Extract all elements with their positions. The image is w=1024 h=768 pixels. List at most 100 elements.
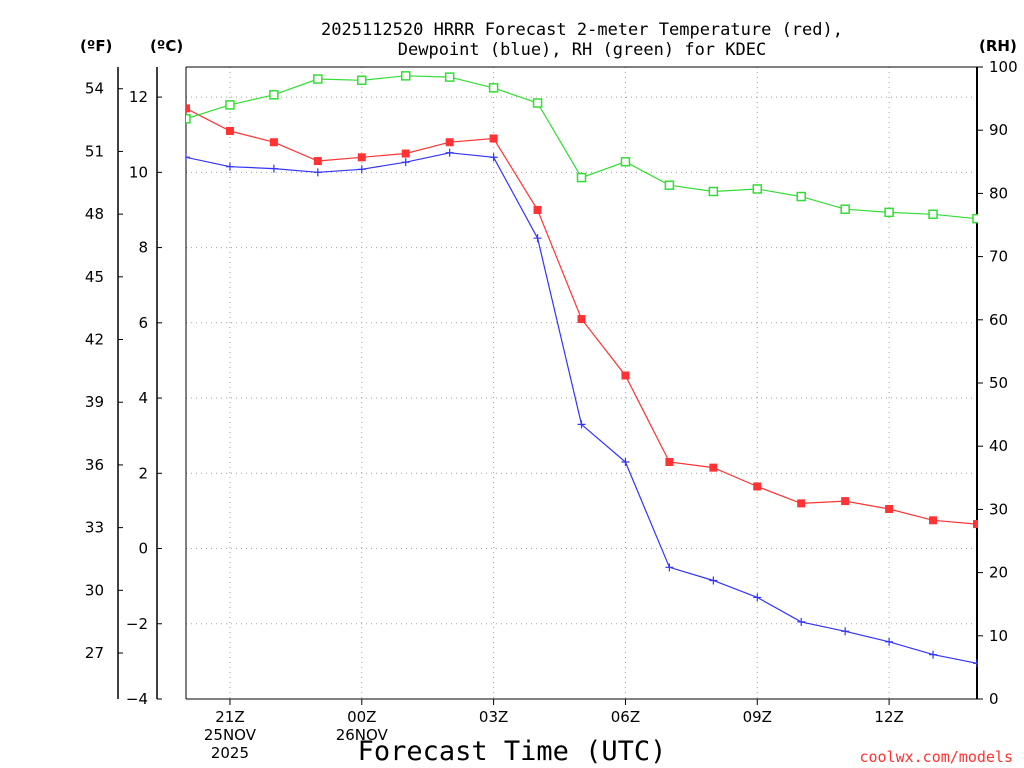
- rh-point: [664, 180, 675, 190]
- rh-point: [400, 71, 411, 81]
- temperature-point: [225, 126, 234, 135]
- rh-tick-label: 50: [989, 374, 1008, 392]
- temperature-point: [313, 157, 322, 166]
- rh-tick-label: 60: [989, 311, 1008, 329]
- x-tick-label: 2025: [211, 744, 249, 762]
- rh-tick-label: 100: [989, 58, 1018, 76]
- series-rh: [186, 71, 978, 224]
- temperature-point: [709, 463, 718, 472]
- temperature-point: [489, 134, 498, 143]
- celsius-tick-label: 2: [138, 464, 148, 482]
- dewpoint-point: [186, 153, 190, 162]
- x-tick-label: 21Z: [215, 708, 244, 726]
- chart-title-line1: 2025112520 HRRR Forecast 2-meter Tempera…: [321, 20, 843, 40]
- dewpoint-point: [357, 165, 366, 174]
- tick-labels: 54514845423936333027121086420−2−41009080…: [85, 58, 1018, 762]
- rh-point: [708, 186, 719, 197]
- temperature-point: [753, 482, 762, 491]
- chart-title-line2: Dewpoint (blue), RH (green) for KDEC: [398, 40, 766, 60]
- fahrenheit-tick-label: 51: [85, 142, 104, 160]
- rh-point: [972, 213, 978, 224]
- rh-unit-label: (RH): [979, 37, 1017, 55]
- data-series: [186, 71, 978, 668]
- series-dewpoint: [186, 148, 978, 668]
- dewpoint-point: [489, 153, 498, 162]
- temperature-point: [621, 371, 630, 380]
- rh-point: [357, 75, 367, 86]
- x-tick-label: 26NOV: [336, 726, 389, 744]
- celsius-tick-label: 8: [138, 239, 148, 257]
- rh-point: [444, 72, 455, 82]
- rh-point: [225, 100, 235, 110]
- fahrenheit-tick-label: 45: [85, 268, 104, 286]
- rh-tick-label: 40: [989, 437, 1008, 455]
- x-axis-label: Forecast Time (UTC): [358, 736, 667, 767]
- temperature-point: [577, 315, 586, 324]
- rh-point: [576, 172, 587, 183]
- axes: [117, 66, 983, 705]
- fahrenheit-tick-label: 33: [85, 519, 104, 537]
- dewpoint-point: [973, 659, 978, 668]
- dewpoint-point: [401, 158, 410, 167]
- temperature-point: [973, 520, 978, 529]
- fahrenheit-tick-label: 42: [85, 331, 104, 349]
- celsius-tick-label: 6: [138, 314, 148, 332]
- x-tick-label: 03Z: [479, 708, 508, 726]
- fahrenheit-tick-label: 39: [85, 393, 104, 411]
- rh-tick-label: 30: [989, 500, 1008, 518]
- rh-tick-label: 10: [989, 627, 1008, 645]
- series-temperature: [186, 104, 978, 529]
- celsius-tick-label: −4: [126, 690, 148, 708]
- rh-point: [884, 207, 894, 218]
- rh-point: [532, 98, 543, 108]
- temperature-point: [445, 138, 454, 147]
- rh-point: [840, 204, 850, 214]
- temperature-point: [357, 153, 366, 162]
- dewpoint-point: [445, 148, 454, 157]
- temperature-point: [665, 458, 674, 466]
- temperature-point: [186, 104, 190, 113]
- dewpoint-point: [709, 576, 718, 585]
- x-tick-label: 12Z: [874, 708, 903, 726]
- rh-point: [752, 184, 763, 194]
- rh-point: [928, 209, 938, 220]
- temperature-point: [797, 499, 806, 508]
- temperature-point: [401, 149, 410, 158]
- dewpoint-point: [665, 563, 674, 572]
- dewpoint-point: [269, 164, 278, 173]
- temperature-point: [269, 138, 278, 147]
- credit-text: coolwx.com/models: [859, 748, 1013, 766]
- dewpoint-point: [577, 420, 586, 429]
- dewpoint-point: [313, 168, 322, 177]
- rh-point: [269, 90, 279, 100]
- x-tick-label: 06Z: [611, 708, 640, 726]
- temperature-point: [885, 505, 894, 514]
- rh-point: [488, 83, 499, 93]
- celsius-tick-label: −2: [126, 615, 148, 633]
- rh-point: [796, 191, 806, 202]
- dewpoint-point: [797, 617, 806, 626]
- temperature-point: [533, 205, 542, 214]
- dewpoint-point: [753, 593, 762, 602]
- temperature-point: [841, 497, 850, 506]
- dewpoint-point: [533, 234, 542, 243]
- dewpoint-point: [225, 162, 234, 171]
- grid-lines: [186, 67, 977, 699]
- x-tick-label: 09Z: [743, 708, 772, 726]
- dewpoint-point: [841, 627, 850, 636]
- fahrenheit-tick-label: 27: [85, 644, 104, 662]
- dewpoint-point: [621, 458, 630, 466]
- dewpoint-line: [186, 152, 978, 664]
- rh-point: [620, 157, 631, 167]
- dewpoint-point: [929, 650, 938, 659]
- fahrenheit-tick-label: 48: [85, 205, 104, 223]
- rh-tick-label: 90: [989, 121, 1008, 139]
- celsius-tick-label: 12: [129, 88, 148, 106]
- x-tick-label: 25NOV: [204, 726, 257, 744]
- rh-tick-label: 70: [989, 248, 1008, 266]
- rh-tick-label: 0: [989, 690, 999, 708]
- fahrenheit-tick-label: 30: [85, 581, 104, 599]
- rh-tick-label: 20: [989, 564, 1008, 582]
- x-tick-label: 00Z: [347, 708, 376, 726]
